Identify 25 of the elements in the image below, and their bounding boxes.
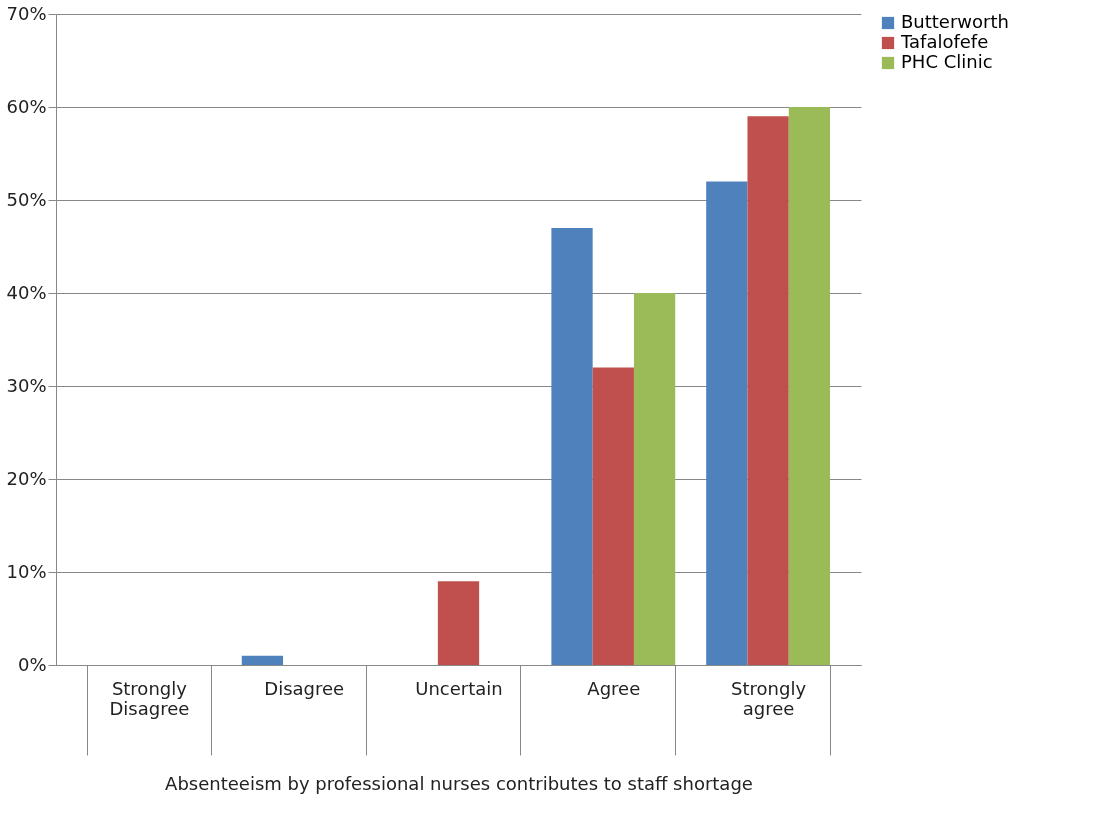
y-tick-label: 10%: [6, 560, 47, 582]
bar: [788, 107, 831, 665]
bar: [747, 116, 789, 665]
bar: [706, 181, 748, 665]
y-tick-label: 0%: [17, 653, 47, 675]
bar: [551, 227, 593, 665]
x-tick-label: Strongly agree: [731, 677, 807, 719]
x-axis-title: Absenteeism by professional nurses contributes to staff shortage: [165, 773, 753, 794]
y-tick-label: 20%: [6, 467, 47, 489]
legend-label: PHC Clinic: [901, 51, 993, 72]
bar: [592, 367, 634, 665]
x-tick-label: Disagree: [264, 677, 345, 699]
x-tick-label: Agree: [587, 677, 641, 699]
y-tick-label: 30%: [6, 374, 47, 396]
bar: [241, 655, 284, 665]
bar: [633, 293, 676, 665]
y-tick-label: 70%: [6, 2, 47, 24]
y-tick-label: 50%: [6, 188, 47, 210]
x-tick-label: Uncertain: [415, 677, 503, 699]
y-tick-label: 60%: [6, 95, 47, 117]
y-tick-label: 40%: [6, 281, 47, 303]
legend-label: Butterworth: [901, 11, 1009, 32]
x-tick-label: Strongly Disagree: [109, 677, 190, 719]
legend-label: Tafalofefe: [900, 31, 989, 52]
bar: [437, 581, 480, 665]
